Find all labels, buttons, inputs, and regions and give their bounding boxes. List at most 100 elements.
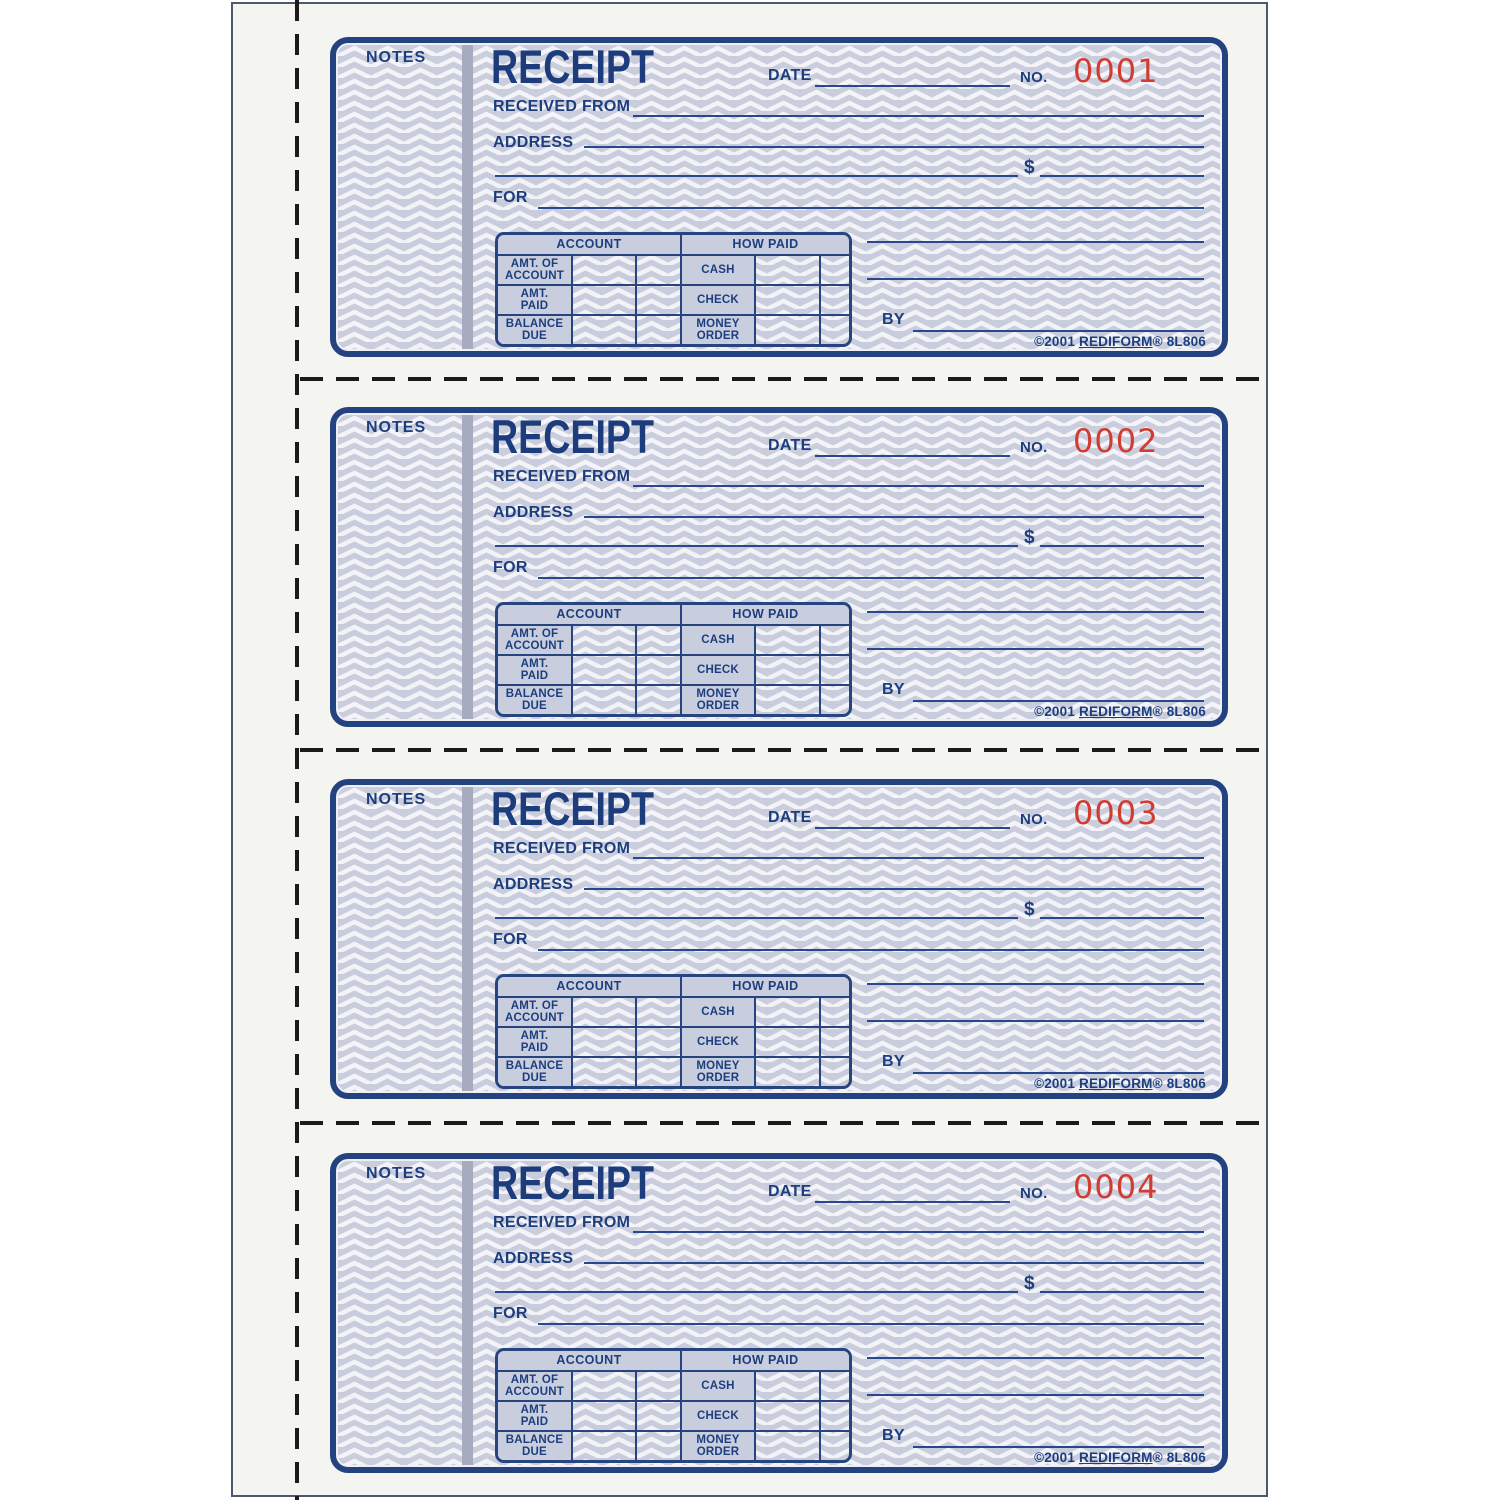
receipt-title: RECEIPT <box>491 787 654 835</box>
table-row: BALANCE DUE MONEY ORDER <box>498 316 849 344</box>
amt-paid-cents-cell <box>637 656 682 684</box>
check-label-cell: CHECK <box>682 1402 756 1430</box>
copyright-prefix: ©2001 <box>1034 334 1079 349</box>
amt-of-account-value-cell <box>573 998 637 1026</box>
amt-of-account-value-cell <box>573 256 637 284</box>
receipt-number: 0004 <box>1073 1168 1159 1206</box>
by-field-line <box>913 1072 1204 1074</box>
notes-label: NOTES <box>366 419 427 436</box>
amount-words-line <box>495 917 1018 919</box>
money-order-label-cell: MONEY ORDER <box>682 686 756 714</box>
amt-paid-label-cell: AMT. PAID <box>498 656 573 684</box>
for-label: FOR <box>493 189 528 206</box>
amt-of-account-cents-cell <box>637 998 682 1026</box>
copyright-notice: ©2001 REDIFORM® 8L806 <box>1034 334 1206 349</box>
cash-value-cell <box>756 1372 821 1400</box>
balance-due-cents-cell <box>637 1058 682 1086</box>
perforation-line-3 <box>300 1121 1266 1125</box>
address-field-line <box>584 516 1204 518</box>
money-order-value-cell <box>756 316 821 344</box>
account-header-cell: ACCOUNT <box>498 1351 682 1370</box>
copyright-prefix: ©2001 <box>1034 1076 1079 1091</box>
balance-due-label-cell: BALANCE DUE <box>498 1058 573 1086</box>
by-label: BY <box>882 311 905 328</box>
balance-due-label-cell: BALANCE DUE <box>498 316 573 344</box>
payment-table-header-row: ACCOUNT HOW PAID <box>498 1351 849 1372</box>
rediform-logo: REDIFORM <box>1079 1076 1153 1091</box>
amt-paid-value-cell <box>573 1402 637 1430</box>
copyright-suffix: ® 8L806 <box>1152 704 1206 719</box>
amt-paid-label-cell: AMT. PAID <box>498 1028 573 1056</box>
receipt-inner: NOTES RECEIPT DATE NO. 0002 RECEIVED FRO… <box>338 415 1220 719</box>
by-field-line <box>913 1446 1204 1448</box>
herringbone-pattern <box>338 415 1220 719</box>
date-field-line <box>815 85 1010 87</box>
date-field-line <box>815 455 1010 457</box>
address-label: ADDRESS <box>493 504 574 521</box>
balance-due-value-cell <box>573 316 637 344</box>
copyright-notice: ©2001 REDIFORM® 8L806 <box>1034 704 1206 719</box>
memo-line-1 <box>867 1357 1204 1359</box>
by-label: BY <box>882 681 905 698</box>
amt-paid-label-cell: AMT. PAID <box>498 286 573 314</box>
amount-field-line <box>1040 545 1204 547</box>
money-order-label-cell: MONEY ORDER <box>682 1432 756 1460</box>
receipt-number: 0002 <box>1073 422 1159 460</box>
number-label: NO. <box>1020 439 1048 456</box>
balance-due-label-cell: BALANCE DUE <box>498 1432 573 1460</box>
dollar-sign: $ <box>1024 899 1035 920</box>
amt-of-account-cents-cell <box>637 626 682 654</box>
copyright-notice: ©2001 REDIFORM® 8L806 <box>1034 1076 1206 1091</box>
table-row: AMT. PAID CHECK <box>498 1028 849 1058</box>
notes-divider-bar <box>462 415 473 719</box>
date-label: DATE <box>768 437 812 454</box>
amount-field-line <box>1040 917 1204 919</box>
check-cents-cell <box>821 656 849 684</box>
address-label: ADDRESS <box>493 1250 574 1267</box>
receipt-number: 0001 <box>1073 52 1159 90</box>
how-paid-header-cell: HOW PAID <box>682 605 849 624</box>
copyright-prefix: ©2001 <box>1034 704 1079 719</box>
check-cents-cell <box>821 1402 849 1430</box>
table-row: AMT. OF ACCOUNT CASH <box>498 626 849 656</box>
receipt-card: NOTES RECEIPT DATE NO. 0004 RECEIVED FRO… <box>330 1153 1228 1473</box>
cash-cents-cell <box>821 1372 849 1400</box>
by-label: BY <box>882 1053 905 1070</box>
address-label: ADDRESS <box>493 134 574 151</box>
herringbone-pattern <box>338 1161 1220 1465</box>
notes-divider-bar <box>462 1161 473 1465</box>
dollar-sign: $ <box>1024 1273 1035 1294</box>
check-value-cell <box>756 656 821 684</box>
account-header-cell: ACCOUNT <box>498 605 682 624</box>
table-row: AMT. PAID CHECK <box>498 656 849 686</box>
amt-of-account-label-cell: AMT. OF ACCOUNT <box>498 1372 573 1400</box>
receipt-card: NOTES RECEIPT DATE NO. 0001 RECEIVED FRO… <box>330 37 1228 357</box>
perforation-line-1 <box>300 377 1266 381</box>
payment-table: ACCOUNT HOW PAID AMT. OF ACCOUNT CASH AM… <box>495 1348 852 1463</box>
address-field-line <box>584 1262 1204 1264</box>
money-order-label-cell: MONEY ORDER <box>682 316 756 344</box>
table-row: AMT. OF ACCOUNT CASH <box>498 256 849 286</box>
money-order-cents-cell <box>821 1058 849 1086</box>
receipt-title: RECEIPT <box>491 415 654 463</box>
amt-of-account-label-cell: AMT. OF ACCOUNT <box>498 626 573 654</box>
by-field-line <box>913 330 1204 332</box>
balance-due-label-cell: BALANCE DUE <box>498 686 573 714</box>
rediform-logo: REDIFORM <box>1079 334 1153 349</box>
cash-label-cell: CASH <box>682 998 756 1026</box>
amt-of-account-label-cell: AMT. OF ACCOUNT <box>498 998 573 1026</box>
table-row: AMT. OF ACCOUNT CASH <box>498 1372 849 1402</box>
amount-field-line <box>1040 1291 1204 1293</box>
amt-paid-label-cell: AMT. PAID <box>498 1402 573 1430</box>
received-from-label: RECEIVED FROM <box>493 1214 631 1231</box>
notes-label: NOTES <box>366 791 427 808</box>
amt-paid-cents-cell <box>637 1402 682 1430</box>
for-field-line <box>538 949 1204 951</box>
date-label: DATE <box>768 809 812 826</box>
cash-value-cell <box>756 256 821 284</box>
memo-line-1 <box>867 241 1204 243</box>
cash-cents-cell <box>821 626 849 654</box>
amt-of-account-cents-cell <box>637 256 682 284</box>
address-field-line <box>584 146 1204 148</box>
